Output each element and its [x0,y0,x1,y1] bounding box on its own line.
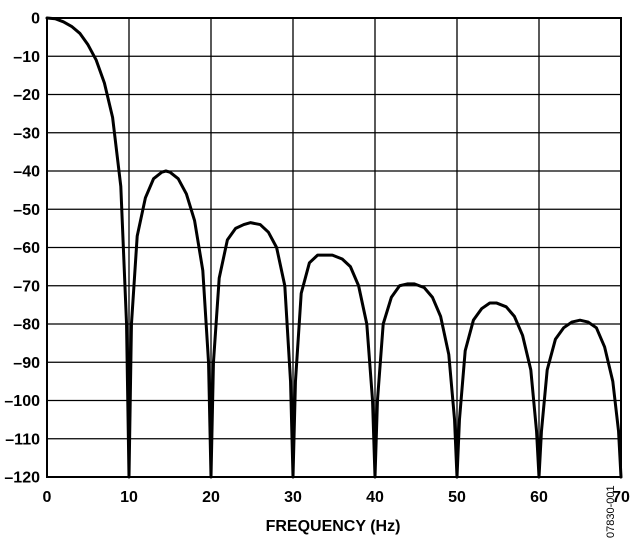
y-tick-label: –30 [13,125,40,142]
y-tick-label: –60 [13,240,40,257]
figure-code: 07830-001 [605,485,617,538]
plot-border [46,17,622,478]
y-tick-label: –50 [13,202,40,219]
x-tick-labels: 0 10 20 30 40 50 60 70 [43,489,630,506]
y-tick-label: –80 [13,317,40,334]
y-tick-label: –110 [5,431,40,448]
x-tick-label: 50 [448,489,466,506]
grid [46,17,622,478]
y-tick-label: –70 [13,278,40,295]
series-layer [45,16,623,479]
series-line-0 [45,16,623,479]
x-tick-label: 10 [120,489,138,506]
y-tick-label: –10 [13,49,40,66]
x-tick-label: 0 [43,489,52,506]
x-tick-label: 20 [202,489,220,506]
x-tick-label: 30 [284,489,302,506]
y-tick-label: –90 [13,355,40,372]
y-tick-label: –120 [4,470,40,487]
y-tick-label: –40 [13,164,40,181]
x-axis-title: FREQUENCY (Hz) [266,518,401,535]
x-tick-label: 70 [612,489,630,506]
y-tick-label: –100 [4,393,40,410]
y-tick-labels: 0 –10 –20 –30 –40 –50 –60 –70 –80 –90 –100 –110 –120 [4,11,40,487]
x-tick-label: 40 [366,489,384,506]
y-tick-label: –20 [13,87,40,104]
plot-frame [46,17,622,478]
y-tick-label: 0 [31,11,40,28]
x-tick-label: 60 [530,489,548,506]
